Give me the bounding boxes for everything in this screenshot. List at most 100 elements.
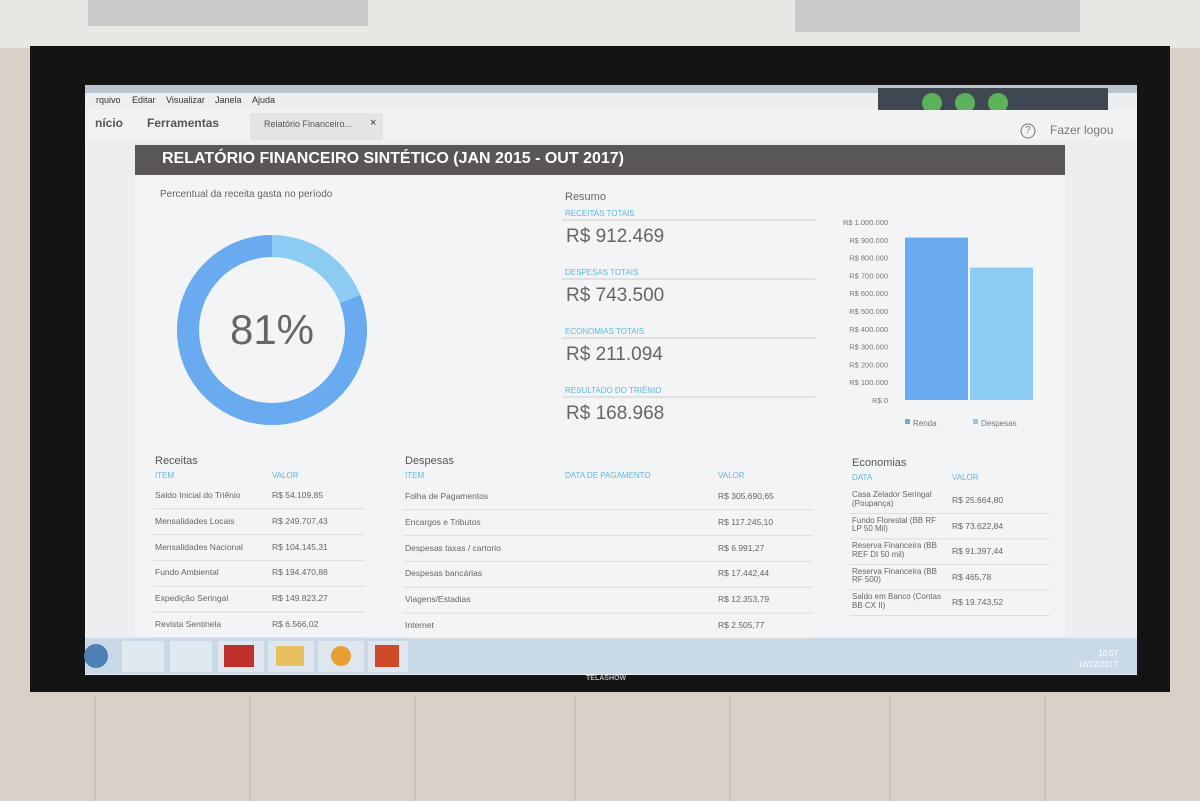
cell-value: R$ 91.397,44 bbox=[952, 546, 1004, 556]
y-tick-label: R$ 200.000 bbox=[849, 360, 888, 369]
y-tick-label: R$ 0 bbox=[872, 396, 888, 405]
cell-item: Saldo Inicial do Triênio bbox=[155, 490, 241, 500]
y-tick-label: R$ 1.000.000 bbox=[843, 218, 888, 227]
menu-item[interactable]: Janela bbox=[215, 95, 242, 105]
tool-icon[interactable] bbox=[988, 93, 1008, 113]
menu-item[interactable]: Visualizar bbox=[166, 95, 205, 105]
column-header: DATA DE PAGAMENTO bbox=[565, 471, 651, 480]
y-tick-label: R$ 400.000 bbox=[849, 325, 888, 334]
cell-item: Despesas taxas / cartorio bbox=[405, 542, 501, 553]
pdf-icon bbox=[224, 645, 254, 667]
y-tick-label: R$ 800.000 bbox=[849, 254, 888, 263]
legend-swatch bbox=[905, 419, 910, 424]
cell-value: R$ 104.145,31 bbox=[272, 541, 328, 552]
summary-label: DESPESAS TOTAIS bbox=[565, 268, 639, 277]
column-header: ITEM bbox=[405, 471, 425, 480]
clock-date: 18/12/2017 bbox=[1078, 660, 1119, 669]
cell-value: R$ 149.823,27 bbox=[272, 593, 328, 604]
summary-value: R$ 743.500 bbox=[566, 285, 665, 306]
tab-row bbox=[85, 110, 1137, 140]
cell-item: Fundo Ambiental bbox=[155, 567, 219, 578]
ppt-icon bbox=[375, 645, 399, 667]
table-title: Despesas bbox=[405, 455, 454, 467]
cell-item: Expedição Seringal bbox=[155, 593, 229, 604]
cell-item: Casa Zelador Seringal (Poupança) bbox=[852, 490, 932, 508]
cell-value: R$ 2.505,77 bbox=[718, 620, 765, 630]
cell-value: R$ 6.566,02 bbox=[272, 619, 319, 629]
cell-value: R$ 6.991,27 bbox=[718, 542, 765, 553]
cell-item: Reserva Financeira (BB REF DI 50 mil) bbox=[852, 541, 937, 559]
y-tick-label: R$ 300.000 bbox=[849, 343, 888, 352]
donut-title: Percentual da receita gasta no período bbox=[160, 189, 333, 200]
menu-item[interactable]: Editar bbox=[132, 95, 156, 105]
cell-value: R$ 465,78 bbox=[952, 571, 992, 582]
donut-label: 81% bbox=[230, 306, 314, 353]
cell-value: R$ 117.245,10 bbox=[718, 516, 774, 527]
cell-item: Mensalidades Locais bbox=[155, 515, 235, 526]
taskbar-icon[interactable] bbox=[122, 641, 164, 672]
cell-item: Mensalidades Nacional bbox=[155, 541, 243, 552]
cell-item: Reserva Financeira (BB RF 500) bbox=[852, 566, 937, 585]
tab-close[interactable]: × bbox=[370, 117, 377, 129]
cell-value: R$ 19.743,52 bbox=[952, 597, 1004, 607]
cell-value: R$ 194.470,88 bbox=[272, 567, 328, 578]
folder-icon bbox=[276, 646, 304, 666]
tool-icon[interactable] bbox=[955, 93, 975, 113]
title-bar bbox=[85, 85, 1137, 93]
brand: TELASHOW bbox=[586, 675, 627, 682]
summary-label: RECEITAS TOTAIS bbox=[565, 209, 635, 218]
column-header: VALOR bbox=[952, 473, 979, 482]
cell-item: Despesas bancárias bbox=[405, 568, 483, 579]
ceiling-light bbox=[88, 0, 368, 26]
cell-item: Viagens/Estadias bbox=[405, 594, 471, 605]
clock-time: 10:57 bbox=[1098, 649, 1119, 658]
report-title: RELATÓRIO FINANCEIRO SINTÉTICO (JAN 2015… bbox=[162, 150, 624, 167]
cell-value: R$ 305.690,65 bbox=[718, 491, 774, 501]
y-tick-label: R$ 600.000 bbox=[849, 289, 888, 298]
app-icon bbox=[331, 646, 351, 666]
y-tick-label: R$ 900.000 bbox=[849, 236, 888, 245]
y-tick-label: R$ 500.000 bbox=[849, 307, 888, 316]
start-button[interactable] bbox=[84, 644, 108, 668]
column-header: VALOR bbox=[272, 471, 299, 480]
cell-value: R$ 54.109,85 bbox=[272, 490, 324, 500]
column-header: ITEM bbox=[155, 471, 175, 480]
cell-item: Folha de Pagamentos bbox=[405, 491, 489, 501]
menu-item[interactable]: Ajuda bbox=[252, 95, 276, 105]
cell-value: R$ 249.707,43 bbox=[272, 515, 328, 526]
logout[interactable]: Fazer logou bbox=[1050, 123, 1114, 137]
legend-label: Despesas bbox=[981, 419, 1017, 428]
bar bbox=[905, 237, 968, 400]
summary-value: R$ 168.968 bbox=[566, 403, 665, 424]
bar bbox=[970, 267, 1033, 400]
donut-arc bbox=[177, 235, 367, 425]
cell-item: Fundo Florestal (BB RF LP 50 Mil) bbox=[852, 515, 937, 534]
report-header bbox=[135, 145, 1065, 175]
menu-item[interactable]: rquivo bbox=[96, 95, 121, 105]
column-header: DATA bbox=[852, 473, 873, 482]
cell-item: Revista Sentinela bbox=[155, 619, 222, 629]
tab-label[interactable]: Ferramentas bbox=[147, 116, 220, 130]
table-title: Receitas bbox=[155, 455, 198, 467]
table-title: Economias bbox=[852, 457, 907, 469]
ceiling-light bbox=[795, 0, 1080, 32]
tool-icon[interactable] bbox=[922, 93, 942, 113]
cell-item: Internet bbox=[405, 620, 434, 630]
y-tick-label: R$ 700.000 bbox=[849, 271, 888, 280]
cell-value: R$ 12.353,79 bbox=[718, 594, 770, 605]
tab-label[interactable]: nício bbox=[95, 116, 124, 130]
cell-item: Saldo em Banco (Contas BB CX II) bbox=[852, 592, 941, 610]
summary-value: R$ 912.469 bbox=[566, 226, 665, 247]
cell-item: Encargos e Tributos bbox=[405, 516, 481, 527]
wall-panels bbox=[94, 695, 1046, 801]
summary-value: R$ 211.094 bbox=[566, 344, 663, 365]
summary-title: Resumo bbox=[565, 191, 606, 203]
cell-value: R$ 17.442,44 bbox=[718, 568, 770, 579]
tab[interactable] bbox=[250, 113, 383, 140]
help[interactable]: ? bbox=[1025, 125, 1031, 136]
tab-label[interactable]: Relatório Financeiro... bbox=[264, 119, 353, 129]
help-icon[interactable] bbox=[1020, 123, 1036, 139]
taskbar-icon[interactable] bbox=[170, 641, 212, 672]
